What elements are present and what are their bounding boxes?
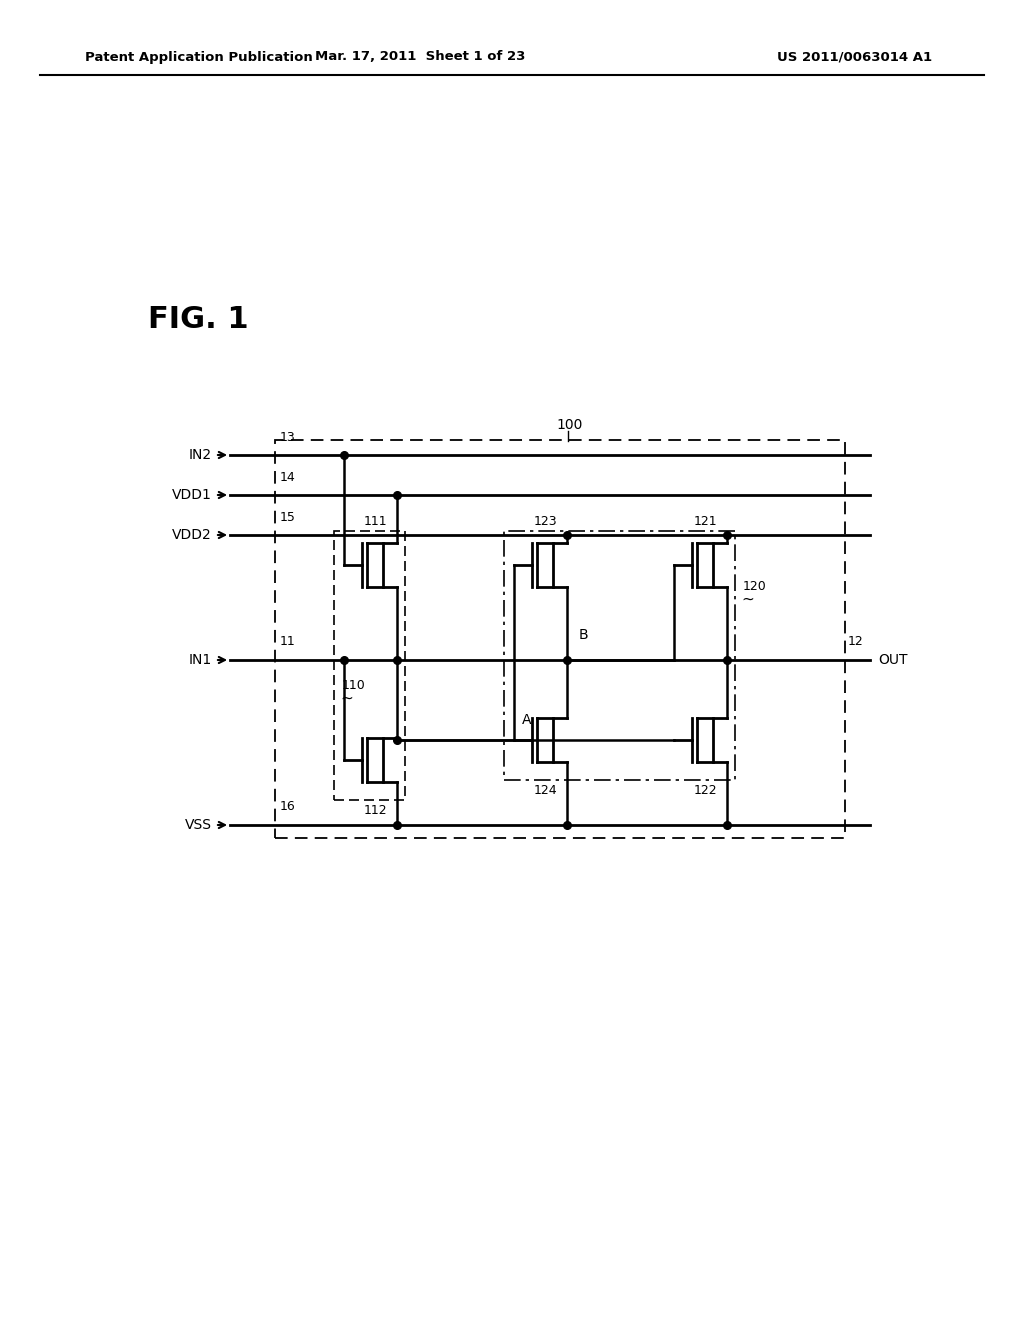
Text: 123: 123	[534, 515, 557, 528]
Text: 11: 11	[280, 635, 296, 648]
Text: IN1: IN1	[188, 653, 212, 667]
Bar	[275, 440, 845, 838]
Text: ~: ~	[741, 591, 754, 606]
Text: OUT: OUT	[878, 653, 907, 667]
Text: Patent Application Publication: Patent Application Publication	[85, 50, 312, 63]
Text: Mar. 17, 2011  Sheet 1 of 23: Mar. 17, 2011 Sheet 1 of 23	[314, 50, 525, 63]
Text: 12: 12	[848, 635, 864, 648]
Text: 13: 13	[280, 432, 296, 444]
Text: US 2011/0063014 A1: US 2011/0063014 A1	[777, 50, 933, 63]
Text: VSS: VSS	[185, 818, 212, 832]
Text: 14: 14	[280, 471, 296, 484]
Text: VDD1: VDD1	[172, 488, 212, 502]
Text: IN2: IN2	[188, 447, 212, 462]
Text: B: B	[579, 628, 589, 642]
Text: 121: 121	[693, 515, 717, 528]
Text: 120: 120	[743, 579, 767, 593]
Text: VDD2: VDD2	[172, 528, 212, 543]
Text: 124: 124	[534, 784, 557, 797]
Text: 122: 122	[693, 784, 717, 797]
Text: 111: 111	[364, 515, 387, 528]
Text: 100: 100	[557, 418, 584, 432]
Text: A: A	[522, 713, 531, 727]
Text: FIG. 1: FIG. 1	[148, 305, 249, 334]
Text: 16: 16	[280, 800, 296, 813]
Text: 112: 112	[364, 804, 387, 817]
Bar	[334, 531, 406, 800]
Text: 15: 15	[280, 511, 296, 524]
Bar	[504, 531, 735, 780]
Text: 110: 110	[342, 678, 366, 692]
Text: ~: ~	[340, 690, 352, 706]
